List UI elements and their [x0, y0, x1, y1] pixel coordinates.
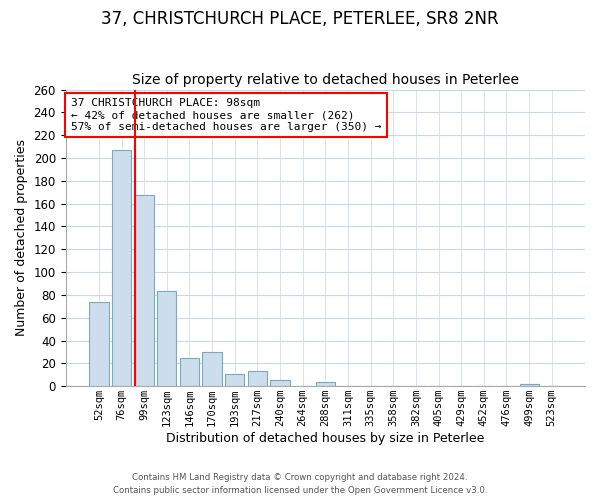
Title: Size of property relative to detached houses in Peterlee: Size of property relative to detached ho… — [132, 73, 519, 87]
Bar — [180, 358, 199, 386]
Bar — [248, 372, 267, 386]
Text: 37 CHRISTCHURCH PLACE: 98sqm
← 42% of detached houses are smaller (262)
57% of s: 37 CHRISTCHURCH PLACE: 98sqm ← 42% of de… — [71, 98, 382, 132]
Bar — [134, 194, 154, 386]
Bar — [520, 384, 539, 386]
Y-axis label: Number of detached properties: Number of detached properties — [15, 140, 28, 336]
X-axis label: Distribution of detached houses by size in Peterlee: Distribution of detached houses by size … — [166, 432, 485, 445]
Bar — [316, 382, 335, 386]
Bar — [202, 352, 222, 386]
Bar — [225, 374, 244, 386]
Text: Contains HM Land Registry data © Crown copyright and database right 2024.
Contai: Contains HM Land Registry data © Crown c… — [113, 474, 487, 495]
Bar — [89, 302, 109, 386]
Bar — [271, 380, 290, 386]
Bar — [112, 150, 131, 386]
Bar — [157, 292, 176, 386]
Text: 37, CHRISTCHURCH PLACE, PETERLEE, SR8 2NR: 37, CHRISTCHURCH PLACE, PETERLEE, SR8 2N… — [101, 10, 499, 28]
